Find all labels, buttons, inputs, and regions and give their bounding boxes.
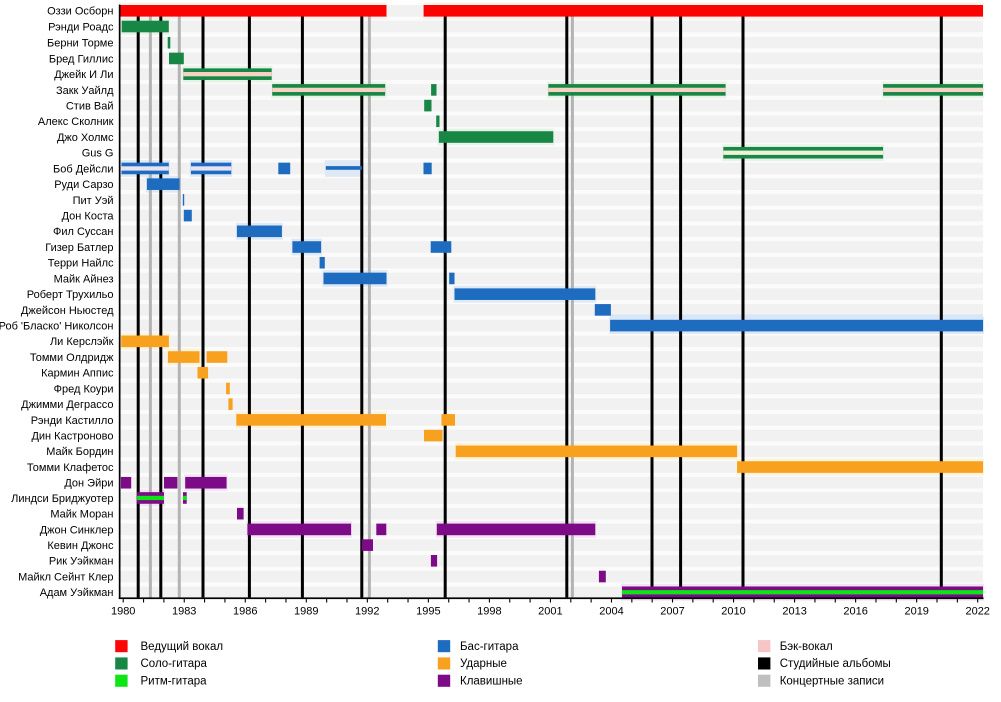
- svg-text:Бас-гитара: Бас-гитара: [460, 641, 519, 653]
- svg-text:Дин Кастроново: Дин Кастроново: [31, 431, 113, 443]
- svg-text:Кармин Аппис: Кармин Аппис: [41, 368, 114, 380]
- svg-text:2022: 2022: [965, 606, 989, 618]
- svg-text:1995: 1995: [416, 606, 440, 618]
- svg-text:2019: 2019: [904, 606, 928, 618]
- svg-text:Майк Моран: Майк Моран: [50, 509, 113, 521]
- svg-text:2004: 2004: [599, 606, 623, 618]
- svg-text:Концертные записи: Концертные записи: [780, 676, 884, 688]
- svg-text:Адам Уэйкман: Адам Уэйкман: [40, 587, 114, 599]
- svg-text:Бред Гиллис: Бред Гиллис: [49, 53, 114, 65]
- svg-text:2010: 2010: [721, 606, 745, 618]
- svg-text:Джон Синклер: Джон Синклер: [40, 524, 114, 536]
- svg-text:1989: 1989: [294, 606, 318, 618]
- svg-text:Томми Олдридж: Томми Олдридж: [30, 352, 114, 364]
- svg-text:Дон Эйри: Дон Эйри: [64, 478, 113, 490]
- svg-text:2016: 2016: [843, 606, 867, 618]
- svg-text:2013: 2013: [782, 606, 806, 618]
- svg-text:Боб Дейсли: Боб Дейсли: [53, 163, 113, 175]
- svg-text:Кевин Джонс: Кевин Джонс: [47, 540, 114, 552]
- svg-text:Майк Айнез: Майк Айнез: [54, 273, 114, 285]
- svg-text:2001: 2001: [538, 606, 562, 618]
- svg-text:Ударные: Ударные: [460, 658, 507, 670]
- svg-text:Бэк-вокал: Бэк-вокал: [780, 641, 833, 653]
- svg-text:1998: 1998: [477, 606, 501, 618]
- svg-text:Пит Уэй: Пит Уэй: [73, 195, 114, 207]
- svg-text:Gus G: Gus G: [82, 148, 114, 160]
- svg-text:Джейк И Ли: Джейк И Ли: [54, 69, 113, 81]
- svg-text:Терри Найлс: Терри Найлс: [48, 258, 114, 270]
- svg-text:Джо Холмс: Джо Холмс: [57, 132, 114, 144]
- svg-text:Клавишные: Клавишные: [460, 676, 523, 688]
- svg-text:Ритм-гитара: Ритм-гитара: [141, 676, 208, 688]
- svg-text:Алекс Сколник: Алекс Сколник: [38, 116, 114, 128]
- svg-text:Рэнди Кастилло: Рэнди Кастилло: [31, 415, 114, 427]
- svg-text:2007: 2007: [660, 606, 684, 618]
- svg-text:Берни Торме: Берни Торме: [47, 38, 114, 50]
- svg-text:Фред Коури: Фред Коури: [54, 383, 114, 395]
- svg-text:Томми Клафетос: Томми Клафетос: [27, 462, 114, 474]
- svg-text:Майк Бордин: Майк Бордин: [46, 446, 113, 458]
- svg-text:Линдси Бриджуотер: Линдси Бриджуотер: [11, 493, 113, 505]
- svg-text:Соло-гитара: Соло-гитара: [141, 658, 208, 670]
- svg-text:Дон Коста: Дон Коста: [62, 211, 115, 223]
- svg-text:Стив Вай: Стив Вай: [66, 101, 114, 113]
- svg-text:Роберт Трухильо: Роберт Трухильо: [27, 289, 114, 301]
- svg-text:Гизер Батлер: Гизер Батлер: [45, 242, 113, 254]
- svg-text:Руди Сарзо: Руди Сарзо: [54, 179, 113, 191]
- svg-text:Студийные альбомы: Студийные альбомы: [780, 658, 891, 670]
- svg-text:Ведущий вокал: Ведущий вокал: [141, 641, 224, 653]
- svg-text:1986: 1986: [233, 606, 257, 618]
- svg-text:Закк Уайлд: Закк Уайлд: [56, 85, 114, 97]
- svg-text:Джейсон Ньюстед: Джейсон Ньюстед: [21, 305, 114, 317]
- svg-text:Майкл Сейнт Клер: Майкл Сейнт Клер: [18, 571, 113, 583]
- svg-text:Оззи Осборн: Оззи Осборн: [47, 6, 113, 18]
- svg-text:1983: 1983: [172, 606, 196, 618]
- svg-text:1992: 1992: [355, 606, 379, 618]
- svg-text:Рэнди Роадс: Рэнди Роадс: [48, 21, 114, 33]
- svg-text:1980: 1980: [111, 606, 135, 618]
- svg-text:Роб 'Бласко' Николсон: Роб 'Бласко' Николсон: [0, 321, 114, 333]
- svg-text:Джимми Деграссо: Джимми Деграссо: [21, 399, 113, 411]
- svg-text:Рик Уэйкман: Рик Уэйкман: [49, 556, 114, 568]
- svg-text:Ли Керслэйк: Ли Керслэйк: [50, 336, 114, 348]
- svg-text:Фил Суссан: Фил Суссан: [53, 226, 114, 238]
